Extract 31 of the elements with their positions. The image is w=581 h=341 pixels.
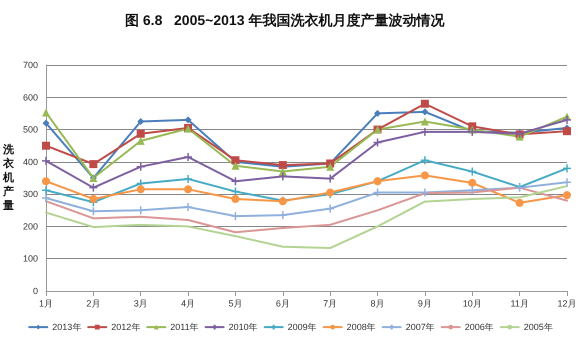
legend-label: 2013年 — [52, 322, 82, 332]
x-tick-label: 3月 — [134, 298, 148, 308]
x-tick-label: 1月 — [38, 298, 54, 308]
x-tick-label: 10月 — [462, 298, 482, 308]
chart-title: 图 6.8 2005~2013 年我国洗衣机月度产量波动情况 — [125, 12, 446, 28]
x-tick-label: 4月 — [181, 298, 196, 308]
x-tick-label: 8月 — [370, 298, 385, 308]
y-tick-label: 600 — [22, 92, 38, 102]
y-axis-title: 洗衣机产量 — [2, 143, 15, 212]
x-tick-label: 12月 — [557, 298, 577, 308]
legend-label: 2009年 — [288, 322, 317, 332]
x-tick-label: 2月 — [86, 298, 100, 308]
y-tick-label: 500 — [22, 124, 38, 135]
y-tick-label: 300 — [22, 189, 38, 200]
y-tick-label: 400 — [22, 156, 38, 167]
y-tick-label: 700 — [22, 60, 38, 70]
legend-label: 2008年 — [346, 322, 376, 332]
legend-label: 2012年 — [111, 322, 140, 332]
x-tick-label: 6月 — [276, 298, 290, 308]
y-tick-label: 200 — [22, 221, 38, 232]
y-tick-label: 0 — [32, 286, 38, 296]
legend-label: 2011年 — [170, 322, 199, 332]
legend-label: 2010年 — [228, 322, 258, 332]
legend-label: 2006年 — [464, 322, 494, 332]
legend-label: 2007年 — [406, 322, 435, 332]
x-tick-label: 7月 — [323, 298, 338, 308]
x-tick-label: 9月 — [418, 298, 432, 308]
legend-label: 2005年 — [524, 322, 553, 332]
x-tick-label: 11月 — [510, 298, 529, 308]
y-tick-label: 100 — [22, 254, 38, 264]
x-tick-label: 5月 — [228, 298, 242, 308]
